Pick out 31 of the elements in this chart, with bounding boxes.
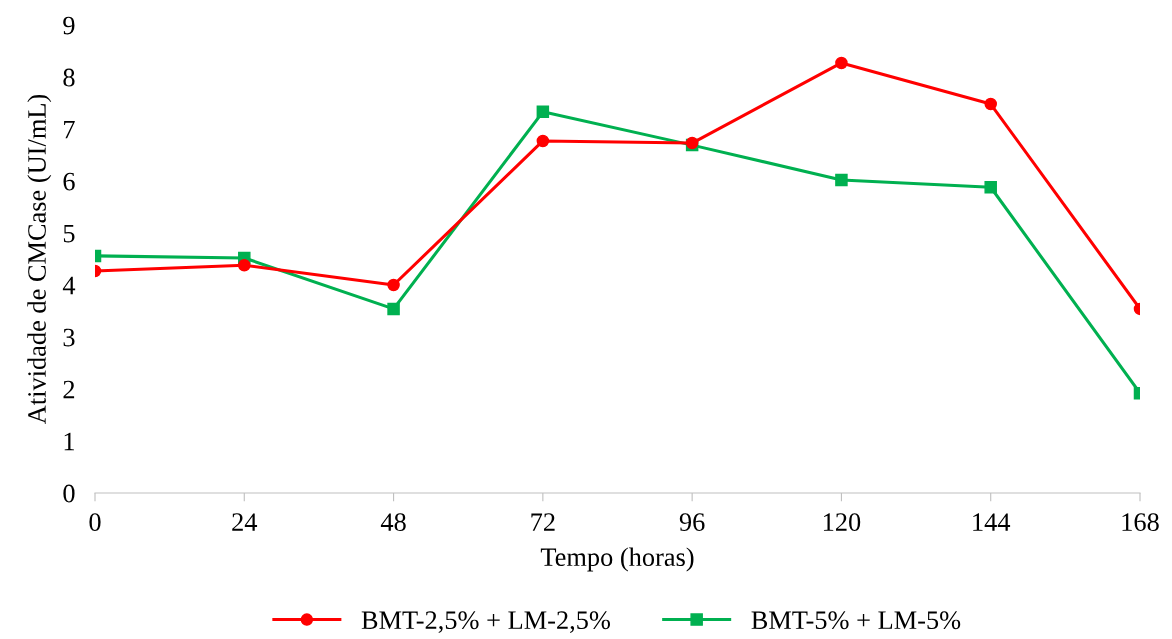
x-tick-label: 0 (89, 513, 101, 532)
y-tick-label: 9 (63, 16, 75, 35)
y-tick-label: 7 (64, 120, 75, 139)
point (835, 56, 848, 70)
y-tick-label: 2 (63, 380, 75, 399)
x-axis-title: Tempo (horas) (540, 547, 694, 572)
y-tick-label: 3 (63, 328, 75, 347)
point (835, 173, 848, 187)
legend-label: BMT-5% + LM-5% (751, 611, 961, 630)
x-tick-label: 120 (823, 513, 861, 532)
x-tick-label: 96 (679, 513, 705, 532)
x-tick-label: 24 (232, 513, 258, 531)
y-tick-label: 0 (63, 484, 75, 503)
y-tick-label: 5 (63, 224, 75, 243)
x-tick-label: 144 (973, 513, 1011, 531)
y-tick-label: 4 (62, 276, 76, 295)
point (984, 97, 997, 111)
point (536, 134, 550, 148)
y-tick-label: 8 (63, 68, 75, 87)
y-tick-label: 6 (63, 172, 75, 191)
x-tick-label: 48 (380, 513, 406, 532)
x-tick-label: 168 (1122, 513, 1159, 532)
point (387, 302, 400, 316)
x-tick-label: 72 (531, 513, 555, 531)
legend-label: BMT-2,5% + LM-2,5% (361, 611, 611, 633)
point (984, 180, 997, 194)
y-axis-title: Atividade de CMCase (UI/mL) (27, 94, 52, 424)
point (387, 278, 400, 292)
point (238, 258, 251, 272)
point (536, 105, 550, 119)
y-tick-label: 1 (64, 432, 74, 451)
